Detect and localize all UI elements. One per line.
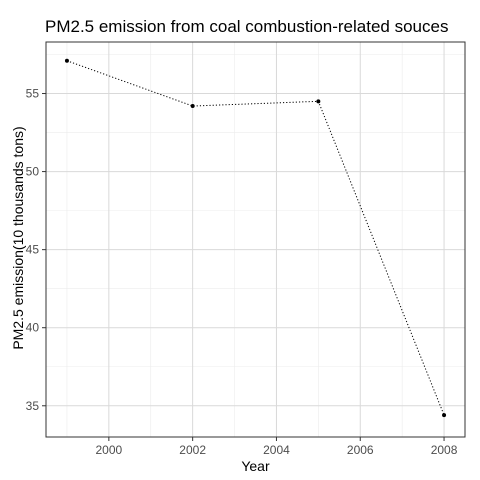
x-tick-label: 2002 [179, 443, 206, 457]
series-layer [64, 58, 447, 418]
data-point [442, 413, 447, 418]
plot-panel-border [45, 41, 466, 438]
x-axis-ticks: 2000 2002 2004 2006 2008 [95, 437, 458, 457]
y-axis-ticks: 35 40 45 50 55 [26, 87, 46, 413]
x-tick-label: 2008 [431, 443, 458, 457]
data-point [64, 58, 69, 63]
y-tick-label: 50 [26, 165, 40, 179]
data-point [190, 104, 195, 109]
y-tick-label: 40 [26, 321, 40, 335]
y-tick-label: 45 [26, 243, 40, 257]
x-tick-label: 2004 [263, 443, 290, 457]
chart-title: PM2.5 emission from coal combustion-rela… [45, 17, 448, 36]
x-tick-label: 2006 [347, 443, 374, 457]
series-line [66, 60, 445, 416]
x-axis-title: Year [241, 458, 270, 474]
minor-gridlines [46, 42, 465, 437]
y-tick-label: 55 [26, 87, 40, 101]
data-point [316, 99, 321, 104]
y-tick-label: 35 [26, 399, 40, 413]
y-axis-title: PM2.5 emission(10 thousands tons) [10, 126, 26, 349]
x-tick-label: 2000 [95, 443, 122, 457]
